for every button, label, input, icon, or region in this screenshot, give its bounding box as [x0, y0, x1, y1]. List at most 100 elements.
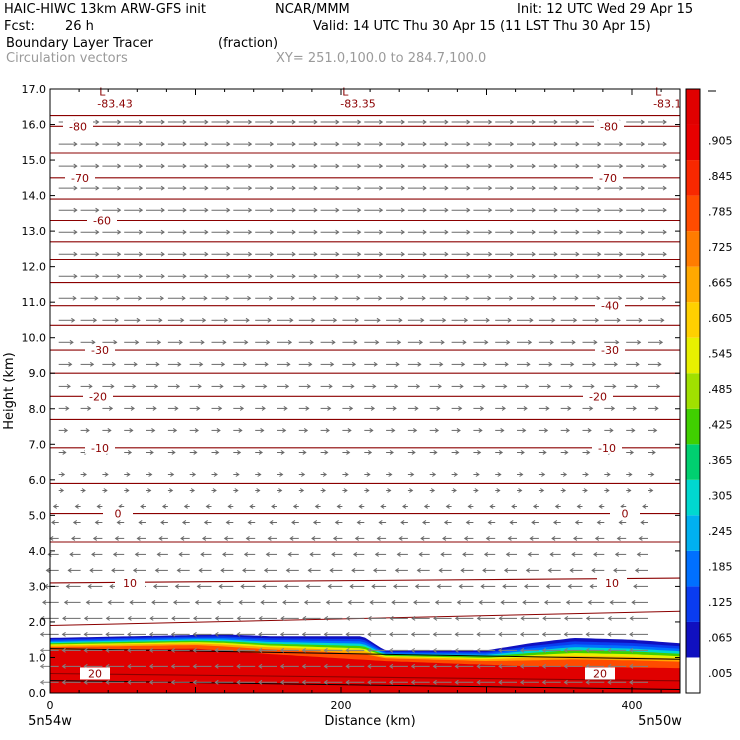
vector-arrow: [211, 317, 229, 323]
contour-label: -30: [601, 344, 619, 357]
vector-arrow: [65, 583, 81, 589]
vector-arrow: [407, 361, 422, 367]
vector-arrow: [325, 599, 343, 605]
vector-arrow: [320, 383, 333, 389]
vector-arrow: [648, 273, 667, 279]
vector-arrow: [172, 599, 190, 605]
vector-arrow: [332, 536, 343, 541]
vector-arrow: [309, 552, 321, 557]
vector-arrow: [342, 273, 362, 279]
vector-arrow: [277, 405, 288, 411]
vector-arrow: [132, 568, 146, 573]
vector-arrow: [538, 119, 558, 125]
vector-arrow: [136, 536, 146, 541]
vector-arrow: [626, 405, 637, 411]
vector-arrow: [249, 504, 256, 509]
vector-arrow: [277, 229, 296, 235]
vector-arrow: [211, 295, 230, 301]
vector-arrow: [525, 568, 539, 573]
vector-arrow: [189, 472, 197, 477]
vector-arrow: [364, 207, 384, 213]
vector-arrow: [255, 450, 264, 455]
vector-arrow: [233, 361, 247, 367]
vector-arrow: [498, 615, 517, 621]
vector-arrow: [58, 472, 66, 477]
vector-arrow: [279, 631, 299, 637]
y-tick-label: 16.0: [22, 119, 47, 132]
vector-arrow: [407, 450, 416, 455]
vector-arrow: [386, 405, 397, 411]
vector-arrow: [478, 599, 496, 605]
vector-arrow: [563, 663, 583, 669]
vector-arrow: [298, 383, 312, 389]
vector-arrow: [205, 504, 212, 509]
vector-arrow: [386, 141, 405, 147]
vector-arrow: [146, 339, 162, 345]
colorbar-swatch: [686, 89, 700, 125]
vector-arrow: [473, 163, 493, 169]
vector-arrow: [473, 141, 493, 147]
vector-arrow: [189, 229, 209, 235]
vector-arrow: [638, 536, 648, 541]
vector-arrow: [323, 663, 343, 669]
vector-arrow: [451, 317, 469, 323]
vector-arrow: [423, 504, 430, 509]
vector-arrow: [386, 361, 400, 367]
vector-arrow: [124, 163, 144, 169]
vector-arrow: [124, 361, 138, 367]
vector-arrow: [189, 361, 204, 367]
vector-arrow: [61, 631, 81, 637]
vector-arrow: [554, 504, 561, 509]
contour-label: 0: [115, 508, 122, 521]
vector-arrow: [124, 273, 144, 279]
vector-arrow: [451, 163, 471, 169]
vector-arrow: [454, 663, 474, 669]
vector-arrow: [124, 119, 144, 125]
vector-arrow: [626, 383, 639, 389]
vector-arrow: [400, 520, 408, 525]
vector-arrow: [451, 428, 461, 433]
vector-arrow: [183, 504, 190, 509]
colorbar-label: .305: [708, 490, 733, 503]
vector-arrow: [386, 119, 405, 125]
vector-arrow: [189, 317, 207, 323]
vector-arrow: [604, 295, 623, 301]
vector-arrow: [354, 536, 365, 541]
vector-arrow: [364, 488, 370, 493]
vector-arrow: [58, 383, 71, 389]
vector-arrow: [71, 536, 81, 541]
colorbar-label: .845: [708, 170, 733, 183]
vector-arrow: [429, 405, 441, 411]
vector-arrow: [378, 520, 387, 525]
vector-arrow: [146, 273, 165, 279]
vector-arrow: [291, 520, 299, 525]
vector-arrow: [629, 679, 648, 685]
vector-arrow: [517, 273, 536, 279]
vector-arrow: [245, 536, 256, 541]
vector-arrow: [263, 568, 277, 573]
vector-arrow: [495, 141, 515, 147]
vector-arrow: [416, 568, 430, 573]
vector-arrow: [451, 361, 466, 367]
vector-arrow: [473, 207, 493, 213]
vector-arrow: [127, 615, 146, 621]
vector-arrow: [541, 679, 561, 685]
vector-arrow: [517, 185, 536, 191]
vector-arrow: [629, 663, 648, 669]
vector-arrow: [277, 207, 296, 213]
vector-arrow: [345, 631, 365, 637]
vector-arrow: [407, 141, 427, 147]
vector-arrow: [255, 383, 268, 389]
vector-arrow: [560, 383, 573, 389]
vector-arrow: [523, 583, 539, 589]
vector-arrow: [214, 679, 234, 685]
vector-arrow: [386, 428, 396, 433]
vector-arrow: [364, 428, 374, 433]
vector-arrow: [364, 450, 373, 455]
vector-arrow: [342, 405, 354, 411]
vector-arrow: [102, 185, 122, 191]
vector-arrow: [541, 663, 561, 669]
vector-arrow: [364, 185, 384, 191]
minimum-mark: L: [342, 85, 349, 98]
vector-arrow: [342, 295, 361, 301]
